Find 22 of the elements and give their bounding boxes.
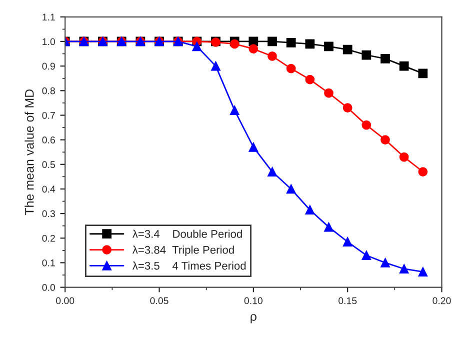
y-tick-label: 0.1 bbox=[42, 259, 55, 266]
y-tick-label: 1.1 bbox=[42, 14, 55, 20]
y-tick-label: 1.0 bbox=[42, 38, 55, 46]
y-tick-label: 0.2 bbox=[42, 234, 55, 242]
y-tick-label: 0.0 bbox=[42, 284, 55, 291]
y-tick-label: 0.7 bbox=[42, 112, 55, 119]
legend-label: λ=3.84 Triple Period bbox=[132, 246, 234, 256]
x-tick-label: 0.20 bbox=[432, 297, 451, 304]
y-tick-label: 0.3 bbox=[42, 210, 55, 218]
x-tick-label: 0.05 bbox=[150, 297, 168, 304]
x-tick-label: 0.10 bbox=[244, 297, 263, 304]
y-tick-label: 0.6 bbox=[42, 136, 55, 144]
legend-label: λ=3.4 Double Period bbox=[132, 230, 242, 238]
y-tick-label: 0.9 bbox=[42, 62, 55, 70]
y-tick-label: 0.8 bbox=[42, 87, 55, 94]
y-tick-label: 0.4 bbox=[42, 186, 56, 193]
x-tick-label: 0.15 bbox=[338, 297, 357, 304]
x-tick-label: 0.00 bbox=[56, 297, 74, 304]
x-axis-title: ρ bbox=[250, 314, 256, 324]
y-tick-label: 0.5 bbox=[42, 161, 55, 168]
legend-label: λ=3.5 4 Times Period bbox=[132, 262, 246, 270]
y-axis-title: The mean value of MD bbox=[24, 89, 34, 216]
